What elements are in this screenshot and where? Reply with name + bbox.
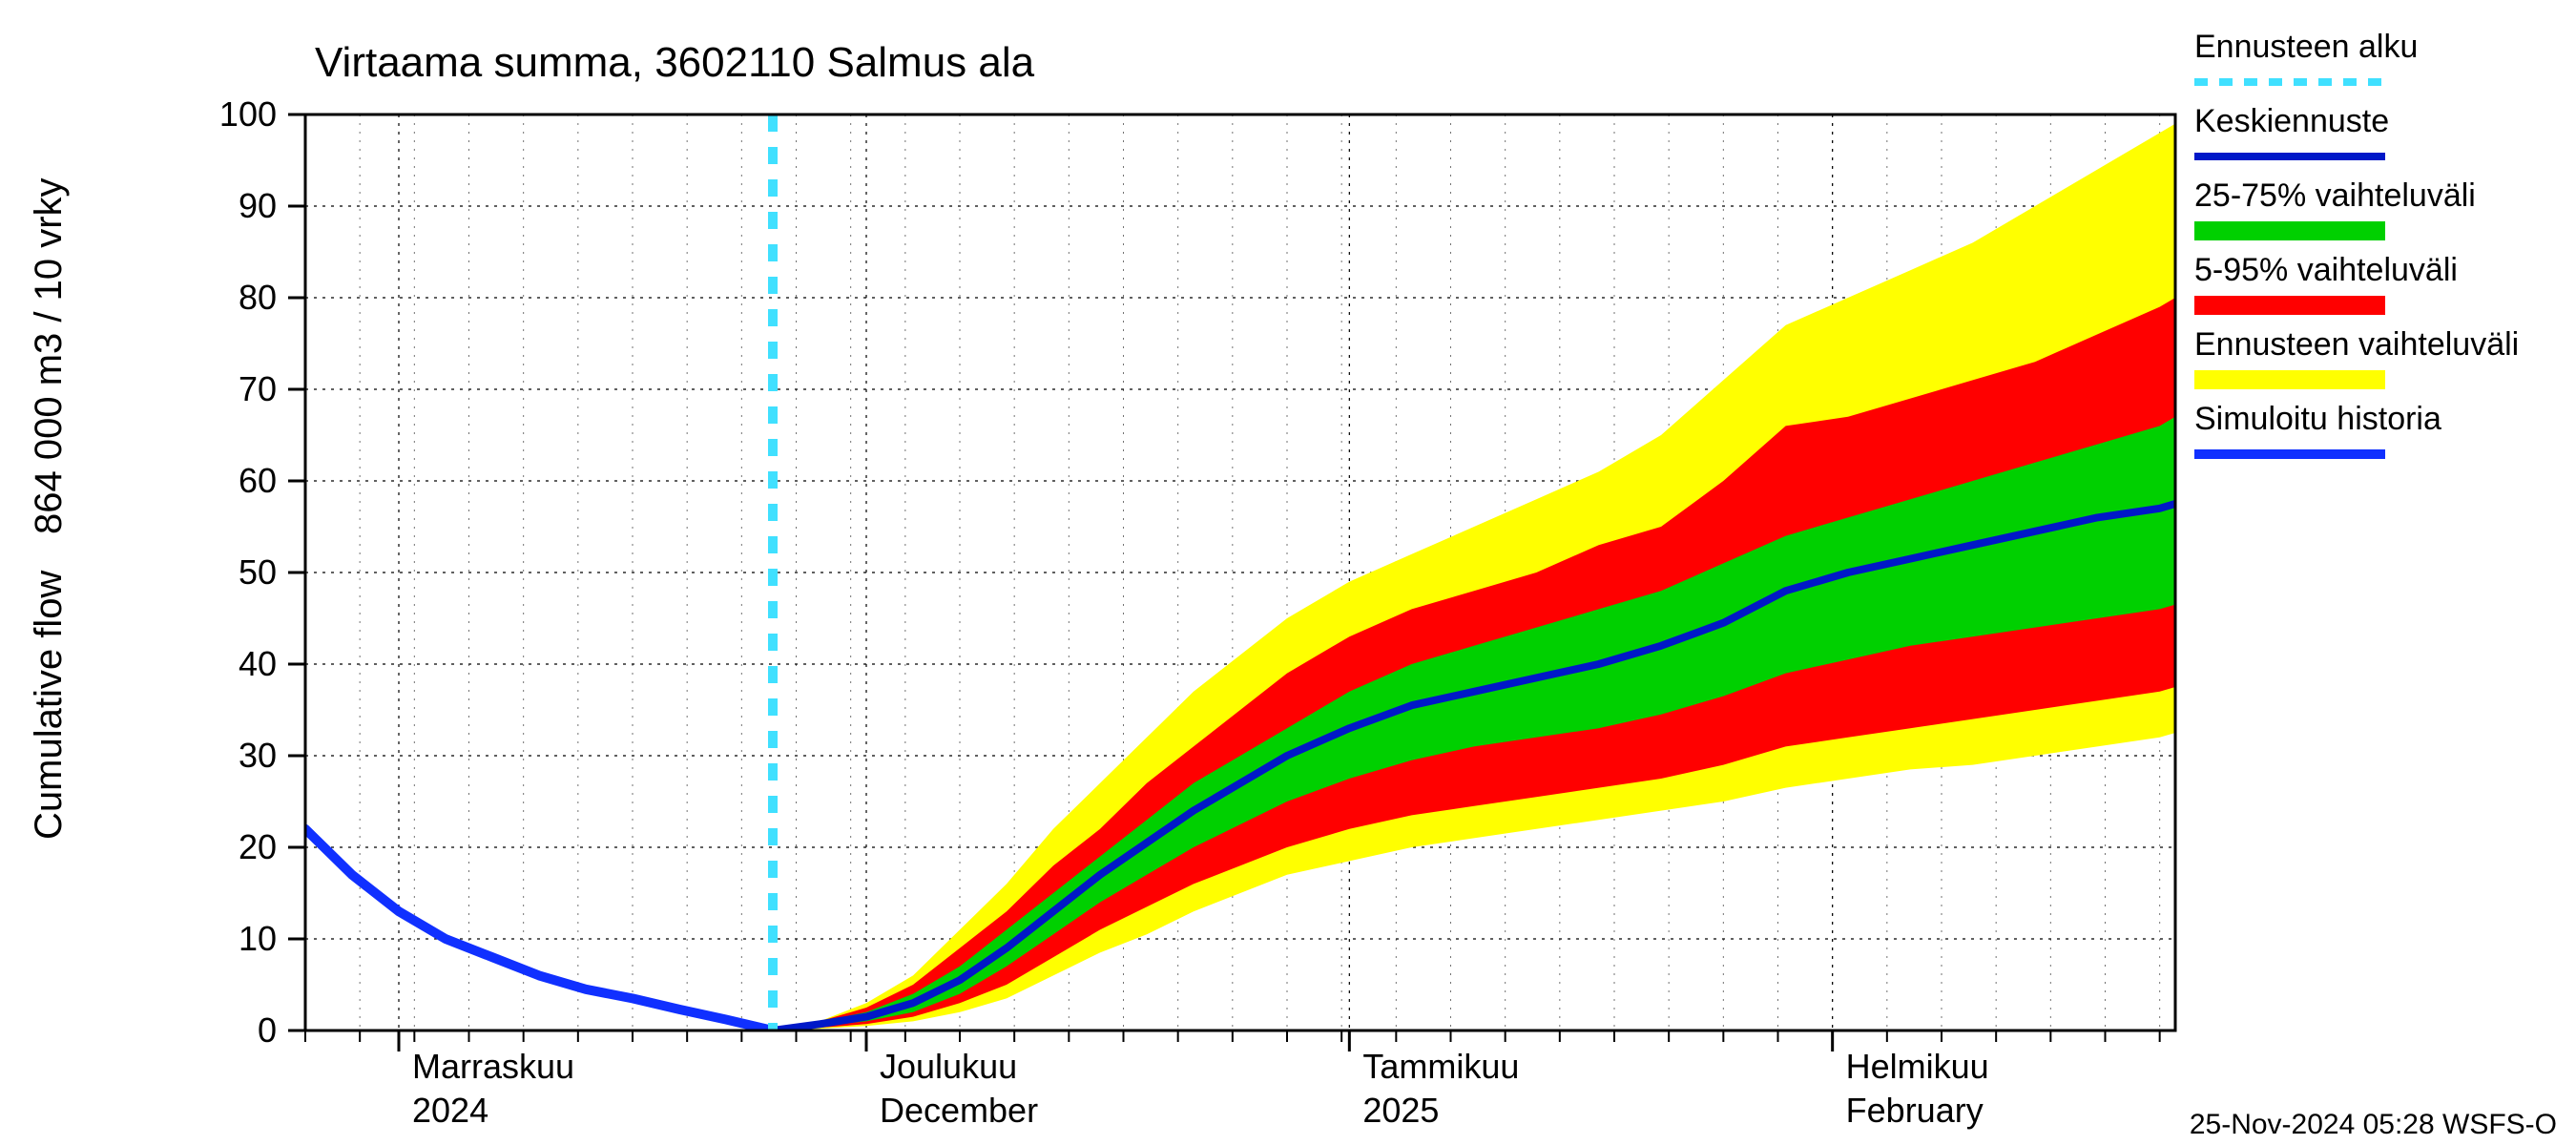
svg-text:20: 20 bbox=[239, 827, 277, 866]
svg-text:864 000 m3 / 10 vrky: 864 000 m3 / 10 vrky bbox=[28, 177, 70, 534]
svg-text:Helmikuu: Helmikuu bbox=[1846, 1047, 1989, 1086]
legend-swatch bbox=[2194, 370, 2385, 389]
svg-text:10: 10 bbox=[239, 919, 277, 958]
svg-text:60: 60 bbox=[239, 461, 277, 500]
svg-text:February: February bbox=[1846, 1091, 1984, 1130]
svg-text:50: 50 bbox=[239, 552, 277, 592]
svg-text:70: 70 bbox=[239, 369, 277, 408]
legend-swatch bbox=[2194, 221, 2385, 240]
legend-label: Simuloitu historia bbox=[2194, 401, 2441, 437]
legend-label: 5-95% vaihteluväli bbox=[2194, 252, 2458, 288]
svg-text:Cumulative flow: Cumulative flow bbox=[28, 571, 70, 840]
svg-text:Joulukuu: Joulukuu bbox=[880, 1047, 1017, 1086]
svg-text:90: 90 bbox=[239, 186, 277, 225]
svg-text:100: 100 bbox=[219, 94, 277, 134]
svg-text:Tammikuu: Tammikuu bbox=[1362, 1047, 1519, 1086]
svg-text:30: 30 bbox=[239, 736, 277, 775]
svg-text:80: 80 bbox=[239, 278, 277, 317]
legend-label: 25-75% vaihteluväli bbox=[2194, 177, 2476, 214]
svg-text:2024: 2024 bbox=[412, 1091, 488, 1130]
svg-text:Virtaama summa, 3602110 Salmus: Virtaama summa, 3602110 Salmus ala bbox=[315, 39, 1035, 86]
forecast-chart: 0 10 20 30 40 50 60 70 80 90 100 Marraskuu 2024 Joulu… bbox=[0, 0, 2576, 1145]
svg-text:December: December bbox=[880, 1091, 1038, 1130]
footer-timestamp: 25-Nov-2024 05:28 WSFS-O bbox=[2190, 1109, 2557, 1140]
legend-swatch bbox=[2194, 296, 2385, 315]
svg-text:0: 0 bbox=[258, 1010, 277, 1050]
legend-label: Ennusteen alku bbox=[2194, 29, 2418, 65]
svg-text:2025: 2025 bbox=[1362, 1091, 1439, 1130]
legend-label: Ennusteen vaihteluväli bbox=[2194, 326, 2519, 363]
svg-text:40: 40 bbox=[239, 644, 277, 683]
svg-text:Marraskuu: Marraskuu bbox=[412, 1047, 574, 1086]
legend-label: Keskiennuste bbox=[2194, 103, 2389, 139]
